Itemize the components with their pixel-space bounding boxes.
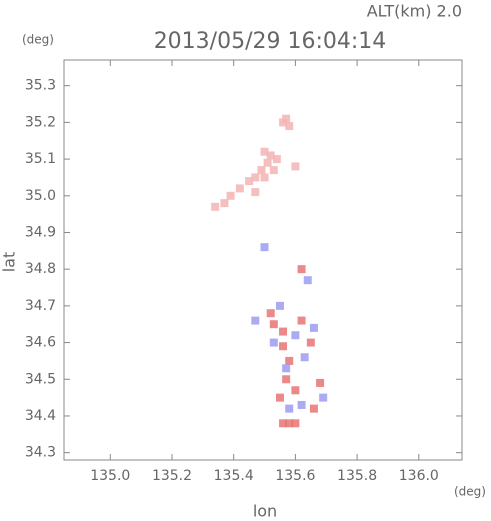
x-tick-label: 135.4: [214, 468, 254, 484]
echo-cell: [266, 309, 275, 318]
x-tick-label: 136.0: [399, 468, 439, 484]
x-tick-label: 135.8: [337, 468, 377, 484]
echo-cell: [285, 404, 294, 413]
chart-title: 2013/05/29 16:04:14: [154, 29, 387, 54]
echo-cell: [297, 400, 306, 409]
echo-cell: [260, 147, 269, 156]
x-tick-label: 135.6: [275, 468, 315, 484]
echo-cell: [282, 375, 291, 384]
y-tick-label: 34.6: [25, 335, 56, 351]
echo-cell: [279, 419, 288, 428]
y-tick-label: 34.3: [25, 445, 56, 461]
y-tick-label: 34.9: [25, 224, 56, 240]
echo-cell: [263, 158, 272, 167]
y-tick-label: 34.8: [25, 261, 56, 277]
header: ALT(km) 2.0: [367, 2, 462, 21]
echo-cell: [272, 155, 281, 164]
x-tick-label: 135.2: [152, 468, 192, 484]
x-axis-label: lon: [253, 502, 277, 521]
y-unit: (deg): [22, 33, 54, 47]
echo-cell: [251, 173, 260, 182]
echo-cell: [260, 243, 269, 252]
plot-frame: [63, 59, 463, 461]
echo-cell: [275, 393, 284, 402]
x-unit: (deg): [454, 485, 486, 499]
echo-cell: [300, 353, 309, 362]
echo-cell: [269, 338, 278, 347]
echo-cell: [211, 202, 220, 211]
echo-cell: [251, 188, 260, 197]
echo-cell: [260, 173, 269, 182]
echo-cell: [269, 320, 278, 329]
echo-cell: [291, 419, 300, 428]
echo-cell: [275, 301, 284, 310]
echo-cell: [285, 419, 294, 428]
y-tick-label: 34.7: [25, 298, 56, 314]
echo-cell: [245, 177, 254, 186]
y-tick-label: 35.0: [25, 188, 56, 204]
y-tick-label: 35.3: [25, 78, 56, 94]
echo-cell: [282, 364, 291, 373]
y-axis-label: lat: [0, 252, 19, 273]
echo-cell: [269, 166, 278, 175]
echo-cell: [285, 122, 294, 131]
echo-cell: [291, 386, 300, 395]
y-tick-label: 35.2: [25, 114, 56, 130]
echo-cell: [297, 316, 306, 325]
echo-cell: [279, 327, 288, 336]
echo-cell: [235, 184, 244, 193]
echo-cell: [266, 151, 275, 160]
y-tick-label: 34.4: [25, 408, 56, 424]
echo-cell: [282, 114, 291, 123]
echo-cell: [319, 393, 328, 402]
y-tick-label: 34.5: [25, 371, 56, 387]
echo-cell: [279, 342, 288, 351]
echo-cell: [306, 338, 315, 347]
echo-cell: [309, 323, 318, 332]
x-tick-label: 135.0: [90, 468, 130, 484]
echo-cell: [220, 199, 229, 208]
echo-cell: [285, 356, 294, 365]
echo-cell: [251, 316, 260, 325]
echo-cell: [309, 404, 318, 413]
echo-cell: [291, 162, 300, 171]
echo-cell: [257, 166, 266, 175]
y-tick-label: 35.1: [25, 151, 56, 167]
echo-cell: [297, 265, 306, 274]
echo-cell: [316, 378, 325, 387]
echo-cell: [226, 191, 235, 200]
echo-cell: [303, 276, 312, 285]
echo-cell: [291, 331, 300, 340]
